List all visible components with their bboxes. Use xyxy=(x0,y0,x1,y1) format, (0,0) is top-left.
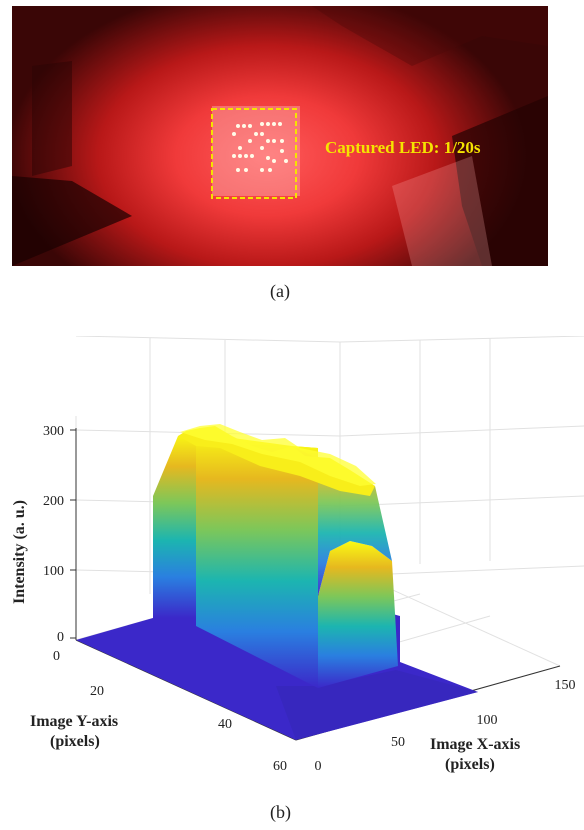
z-tick-0: 0 xyxy=(57,630,64,645)
y-axis-label-line1: Image Y-axis xyxy=(30,713,118,730)
y-tick-0: 0 xyxy=(53,649,60,664)
z-tick-300: 300 xyxy=(43,424,64,439)
led-photo: Captured LED: 1/20s xyxy=(12,6,548,266)
surface-plot: 300 200 100 0 Intensity (a. u.) 0 20 40 … xyxy=(0,336,584,780)
led-photo-scene xyxy=(12,6,548,266)
x-axis-label-line2: (pixels) xyxy=(445,756,495,773)
surface-plot-svg: 300 200 100 0 Intensity (a. u.) 0 20 40 … xyxy=(11,336,584,774)
x-tick-150: 150 xyxy=(555,678,576,693)
y-axis-ticks: 0 20 40 60 xyxy=(53,649,287,774)
x-tick-100: 100 xyxy=(477,713,498,728)
z-tick-200: 200 xyxy=(43,494,64,509)
x-tick-0: 0 xyxy=(315,759,322,774)
led-dot-matrix xyxy=(232,122,288,172)
z-axis-ticks: 300 200 100 0 xyxy=(43,424,64,645)
surface-wall-notch xyxy=(318,541,398,688)
figure-b-label: (b) xyxy=(270,802,291,822)
y-axis-label-line2: (pixels) xyxy=(50,733,100,750)
surface-wall-front xyxy=(196,433,318,688)
z-axis-label: Intensity (a. u.) xyxy=(11,500,28,604)
x-axis-label-line1: Image X-axis xyxy=(430,736,520,753)
y-tick-60: 60 xyxy=(273,759,287,774)
z-tick-100: 100 xyxy=(43,564,64,579)
figure-a-label: (a) xyxy=(270,281,290,301)
y-tick-40: 40 xyxy=(218,717,232,732)
y-tick-20: 20 xyxy=(90,684,104,699)
x-tick-50: 50 xyxy=(391,735,405,750)
surface-wall-left xyxy=(153,433,196,618)
x-axis-ticks: 0 50 100 150 xyxy=(315,678,576,774)
photo-annotation: Captured LED: 1/20s xyxy=(325,138,481,157)
led-highlight-box xyxy=(211,108,297,199)
surface-plateau xyxy=(178,426,375,496)
